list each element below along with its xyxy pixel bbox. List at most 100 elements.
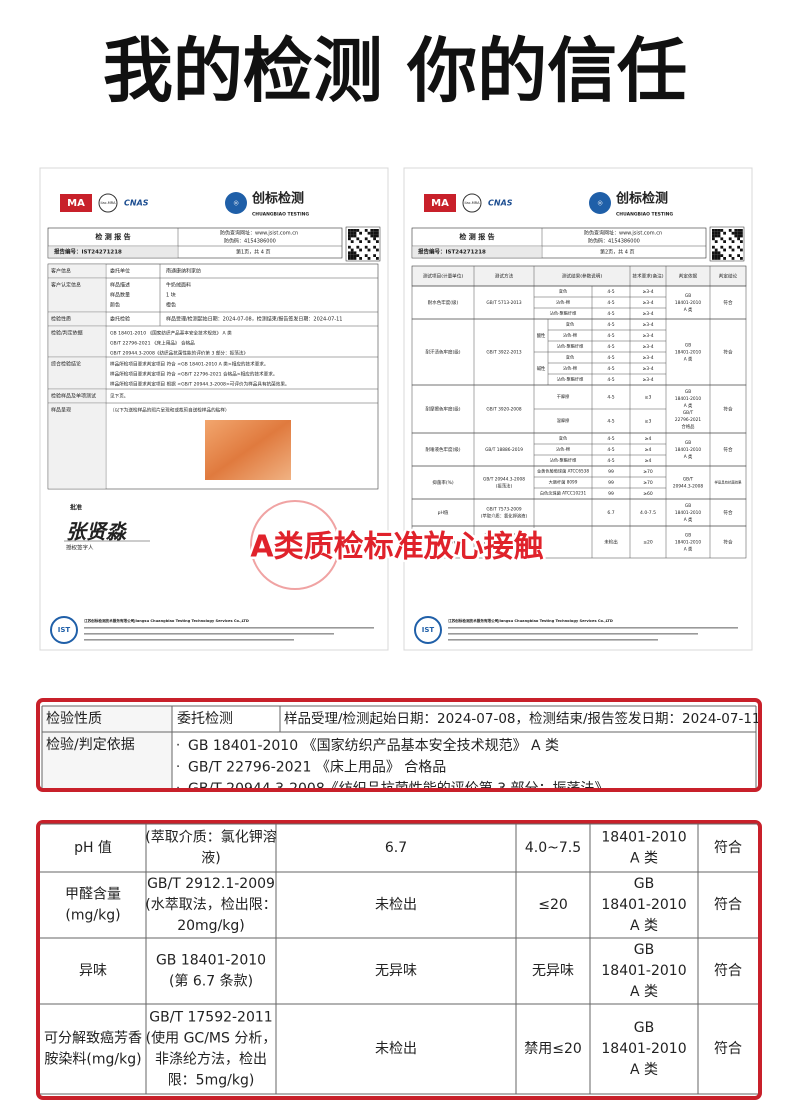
footer-logo-mark: IST xyxy=(58,626,71,634)
test-method: 20mg/kg) xyxy=(494,547,515,553)
ist-logo-mark: ◎ xyxy=(233,200,238,207)
report-box-shade xyxy=(48,246,178,258)
zoom-cell: (mg/kg) xyxy=(65,908,120,924)
test-item: pH值 xyxy=(438,509,449,516)
qr-cell xyxy=(740,248,743,252)
zoom-cell: 18401-2010 xyxy=(601,830,686,846)
result-value: 4-5 xyxy=(607,395,614,401)
report-box-shade xyxy=(412,246,542,258)
row-value: 橙色 xyxy=(166,302,176,309)
basis: GB/T xyxy=(683,477,694,483)
banner: A类质检标准放心接触 xyxy=(250,530,543,565)
qr-cell xyxy=(353,229,357,232)
basis: 18401-2010 xyxy=(675,447,701,453)
anti-fake-url: 防伪查询网址：www.jsist.com.cn xyxy=(584,230,662,237)
qr-cell xyxy=(364,237,368,241)
qr-cell xyxy=(717,254,721,257)
zoom-cell: 无异味 xyxy=(532,963,574,979)
requirement: ≥3-4 xyxy=(642,311,653,317)
table-head: 测试方法 xyxy=(495,273,514,280)
test-method: GB/T 3920-2008 xyxy=(486,407,521,413)
zoom-cell: 18401-2010 xyxy=(601,1041,686,1057)
result-value: 4-5 xyxy=(607,436,614,442)
qr-cell xyxy=(714,231,718,235)
qr-cell xyxy=(353,251,357,255)
report-no: 报告编号：IST24271218 xyxy=(54,248,122,256)
basis: GB xyxy=(685,440,691,446)
row-label: 客户认定信息 xyxy=(51,282,81,289)
report-no: 报告编号：IST24271218 xyxy=(418,248,486,256)
verdict: 符合 xyxy=(723,299,733,306)
result-name: 沾色-棉 xyxy=(556,299,570,306)
row-value: 样品受理/检测起始日期：2024-07-08，检测结束/报告签发日期：2024-… xyxy=(166,316,343,323)
qr-cell xyxy=(737,229,740,232)
qr-cell xyxy=(348,251,351,255)
zoom-cell: 6.7 xyxy=(385,840,407,856)
label-shade xyxy=(48,264,106,278)
result-value: 4-5 xyxy=(607,311,614,317)
logo-text: CNAS xyxy=(488,199,513,208)
logo-text: MA xyxy=(67,198,85,209)
table-head: 技术要求(备注) xyxy=(632,273,663,280)
footer-fineprint xyxy=(448,639,658,641)
qr-cell xyxy=(373,229,376,232)
result-name: 白色念珠菌 ATCC10231 xyxy=(540,490,587,497)
basis: 合格品 xyxy=(682,423,695,430)
result-name: 变色 xyxy=(566,321,575,328)
test-method: GB/T 2912.1-2009 xyxy=(484,533,524,539)
zoom-cell: A 类 xyxy=(630,918,658,934)
qr-cell xyxy=(353,231,357,235)
row-line: GB/T 20944.3-2008《纺织品抗菌性能的评价第 3 部分：振荡法》 xyxy=(110,350,248,357)
requirement: ≥4 xyxy=(645,458,652,464)
report-box xyxy=(411,227,707,259)
qr-cell xyxy=(720,245,724,249)
zoom-cell: 符合 xyxy=(714,963,742,979)
result-value: 4-5 xyxy=(607,333,614,339)
requirement: ≥70 xyxy=(643,480,653,486)
test-group: 酸性 xyxy=(537,332,546,339)
qr-cell xyxy=(717,231,721,235)
test-method: GB/T 5713-2013 xyxy=(486,300,521,306)
zoom-cell: (第 6.7 条款) xyxy=(169,973,253,990)
zoom-basis-line: GB/T 20944.3-2008《纺织品抗菌性能的评价第 3 部分：振荡法》 xyxy=(188,780,609,797)
label-shade xyxy=(48,312,106,326)
result-value: 99 xyxy=(608,469,614,475)
qr-cell xyxy=(714,251,718,255)
qr-cell xyxy=(376,240,379,243)
requirement: 4.0-7.5 xyxy=(640,510,656,516)
zoom-label: 检验/判定依据 xyxy=(46,737,135,753)
zoom-cell: 非涤纶方法，检出 xyxy=(155,1052,267,1068)
qr-cell xyxy=(376,231,379,235)
qr-cell xyxy=(737,254,740,257)
qr-cell xyxy=(731,240,735,243)
basis: GB xyxy=(685,389,691,395)
qr-cell xyxy=(728,245,732,249)
label-shade xyxy=(42,706,172,788)
qr-cell xyxy=(717,257,721,260)
table-head: 测试结果(参数说明) xyxy=(562,273,603,280)
test-item: 抑菌率(%) xyxy=(432,479,454,486)
basis: A 类 xyxy=(684,402,693,409)
basis: 18401-2010 xyxy=(675,300,701,306)
requirement: ≥3-4 xyxy=(642,355,653,361)
approve: 批准 xyxy=(70,504,82,512)
seal xyxy=(250,500,340,590)
page-title: 我的检测 你的信任 xyxy=(103,30,687,112)
result-value: 4-5 xyxy=(607,447,614,453)
result-name: 变色 xyxy=(566,354,575,361)
signer-role: 授权签字人 xyxy=(66,544,94,552)
signature: 张贤淼 xyxy=(66,520,128,544)
row-value: 牛奶绒面料 xyxy=(166,282,191,289)
result-value: 4-5 xyxy=(607,419,614,425)
row-label: 客户信息 xyxy=(51,268,71,275)
qr-cell xyxy=(712,234,715,238)
result-name: 沾色-棉 xyxy=(563,332,577,339)
requirement: ≥3-4 xyxy=(642,344,653,350)
qr-cell xyxy=(712,229,715,232)
qr-cell xyxy=(359,240,362,243)
qr-cell xyxy=(350,257,354,260)
test-item: 耐水色牢度(级) xyxy=(428,299,459,306)
label-shade xyxy=(48,357,106,389)
result-name: 沾色-聚酯纤维 xyxy=(557,376,584,383)
qr-cell xyxy=(714,240,718,243)
